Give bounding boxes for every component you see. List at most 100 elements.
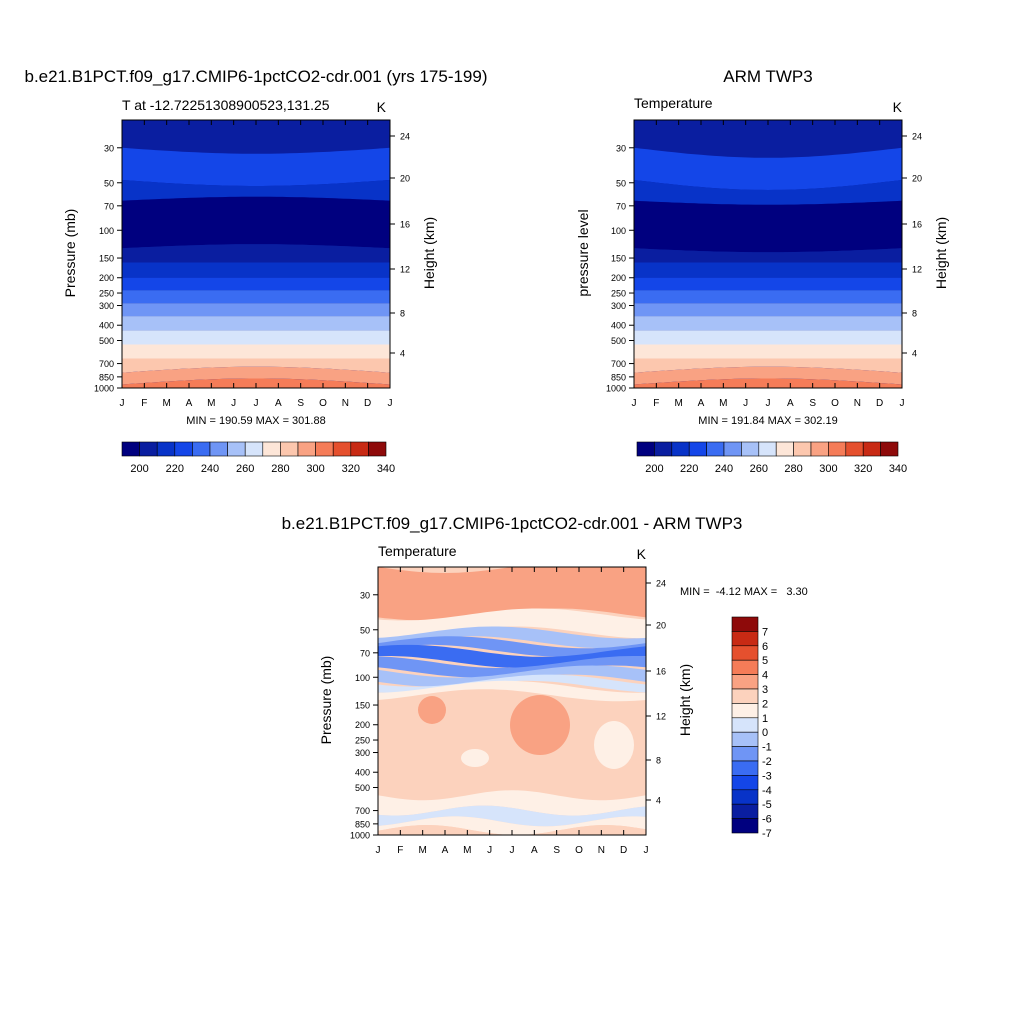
y-tick-label: 1000 (350, 831, 370, 841)
fill-group (378, 567, 646, 835)
colorbar-label: 1 (762, 713, 768, 725)
contour-band (122, 277, 390, 291)
colorbar-label: -3 (762, 770, 772, 782)
x-tick-label: J (120, 398, 125, 409)
colorbar: 7 6 5 4 3 2 1 0 -1 -2 -3 -4 -5 -6 -7 (731, 616, 772, 840)
y-tick-label: 150 (99, 254, 114, 264)
contour-band (378, 636, 646, 657)
colorbar-box (156, 441, 176, 457)
colorbar-label: 300 (819, 463, 837, 475)
right-tick-label: 16 (656, 667, 666, 677)
y-tick-label: 100 (611, 226, 626, 236)
colorbar-label: 220 (680, 463, 698, 475)
fill-group (122, 120, 390, 388)
contour-band (378, 626, 646, 649)
y-tick-label: 850 (99, 372, 114, 382)
x-tick-label: N (598, 845, 605, 856)
right-axis-label: Height (km) (933, 217, 949, 289)
right-tick-label: 4 (912, 349, 917, 359)
y-tick-label: 30 (104, 143, 114, 153)
y-tick-label: 300 (355, 748, 370, 758)
colorbar-box (350, 441, 369, 457)
x-tick-label: O (319, 398, 327, 409)
y-tick-label: 700 (99, 359, 114, 369)
x-tick-label: A (787, 398, 794, 409)
colorbar-label: 280 (271, 463, 289, 475)
right-tick-label: 12 (656, 712, 666, 722)
y-tick-label: 400 (611, 321, 626, 331)
colorbar-box (880, 441, 899, 457)
y-tick-label: 500 (99, 336, 114, 346)
y-tick-label: 50 (360, 625, 370, 635)
units-label: K (637, 546, 647, 562)
contour-field (634, 120, 902, 388)
panel-model: b.e21.B1PCT.f09_g17.CMIP6-1pctCO2-cdr.00… (24, 67, 487, 475)
min-max-label: MIN = 190.59 MAX = 301.88 (186, 415, 325, 427)
x-tick-label: M (418, 845, 426, 856)
colorbar-box (731, 803, 759, 819)
contour-band (634, 147, 902, 190)
colorbar-box (793, 441, 812, 457)
right-axis-label: Height (km) (421, 217, 437, 289)
x-tick-label: O (575, 845, 583, 856)
colorbar-box (209, 441, 228, 457)
x-tick-label: F (653, 398, 659, 409)
colorbar-label: 220 (166, 463, 184, 475)
right-axis-label: Height (km) (677, 664, 693, 736)
x-tick-label: J (900, 398, 905, 409)
y-tick-label: 150 (355, 701, 370, 711)
right-tick-label: 16 (400, 220, 410, 230)
contour-band (122, 344, 390, 359)
y-tick-label: 250 (99, 289, 114, 299)
colorbar-box (758, 441, 777, 457)
right-tick-label: 24 (400, 132, 410, 142)
y-tick-label: 200 (99, 273, 114, 283)
x-tick-label: S (553, 845, 560, 856)
colorbar-label: 260 (236, 463, 254, 475)
right-tick-label: 20 (400, 174, 410, 184)
colorbar-box (731, 746, 759, 762)
y-tick-label: 300 (611, 301, 626, 311)
colorbar-box (731, 818, 759, 834)
y-tick-label: 400 (99, 321, 114, 331)
colorbar-label: 340 (377, 463, 395, 475)
y-tick-label: 1000 (94, 384, 114, 394)
right-tick-label: 24 (656, 579, 666, 589)
colorbar-label: 200 (645, 463, 663, 475)
colorbar-label: 280 (784, 463, 802, 475)
colorbar-label: 240 (715, 463, 733, 475)
y-tick-label: 30 (616, 143, 626, 153)
contour-field (378, 567, 646, 835)
colorbar-label: 300 (306, 463, 324, 475)
colorbar-box (731, 775, 759, 791)
colorbar-label: 340 (889, 463, 907, 475)
x-tick-label: J (510, 845, 515, 856)
colorbar-label: 0 (762, 727, 768, 739)
y-tick-label: 850 (355, 819, 370, 829)
contour-band (634, 180, 902, 205)
panel-title: b.e21.B1PCT.f09_g17.CMIP6-1pctCO2-cdr.00… (282, 514, 743, 533)
right-tick-label: 4 (400, 349, 405, 359)
colorbar-label: 2 (762, 698, 768, 710)
x-tick-label: N (342, 398, 349, 409)
x-tick-label: J (632, 398, 637, 409)
y-tick-label: 700 (611, 359, 626, 369)
contour-band (378, 656, 646, 678)
x-tick-label: J (254, 398, 259, 409)
min-max-label: MIN = 191.84 MAX = 302.19 (698, 415, 837, 427)
contour-band (634, 303, 902, 317)
fill-group (634, 120, 902, 388)
y-tick-label: 500 (611, 336, 626, 346)
x-tick-label: J (743, 398, 748, 409)
x-tick-label: F (397, 845, 403, 856)
right-tick-label: 24 (912, 132, 922, 142)
colorbar-box (731, 631, 759, 647)
colorbar-label: 7 (762, 626, 768, 638)
colorbar-box (862, 441, 881, 457)
colorbar-box (654, 441, 673, 457)
contour-band (122, 316, 390, 331)
x-tick-label: F (141, 398, 147, 409)
units-label: K (893, 99, 903, 115)
y-tick-label: 100 (355, 673, 370, 683)
contour-band (634, 262, 902, 278)
